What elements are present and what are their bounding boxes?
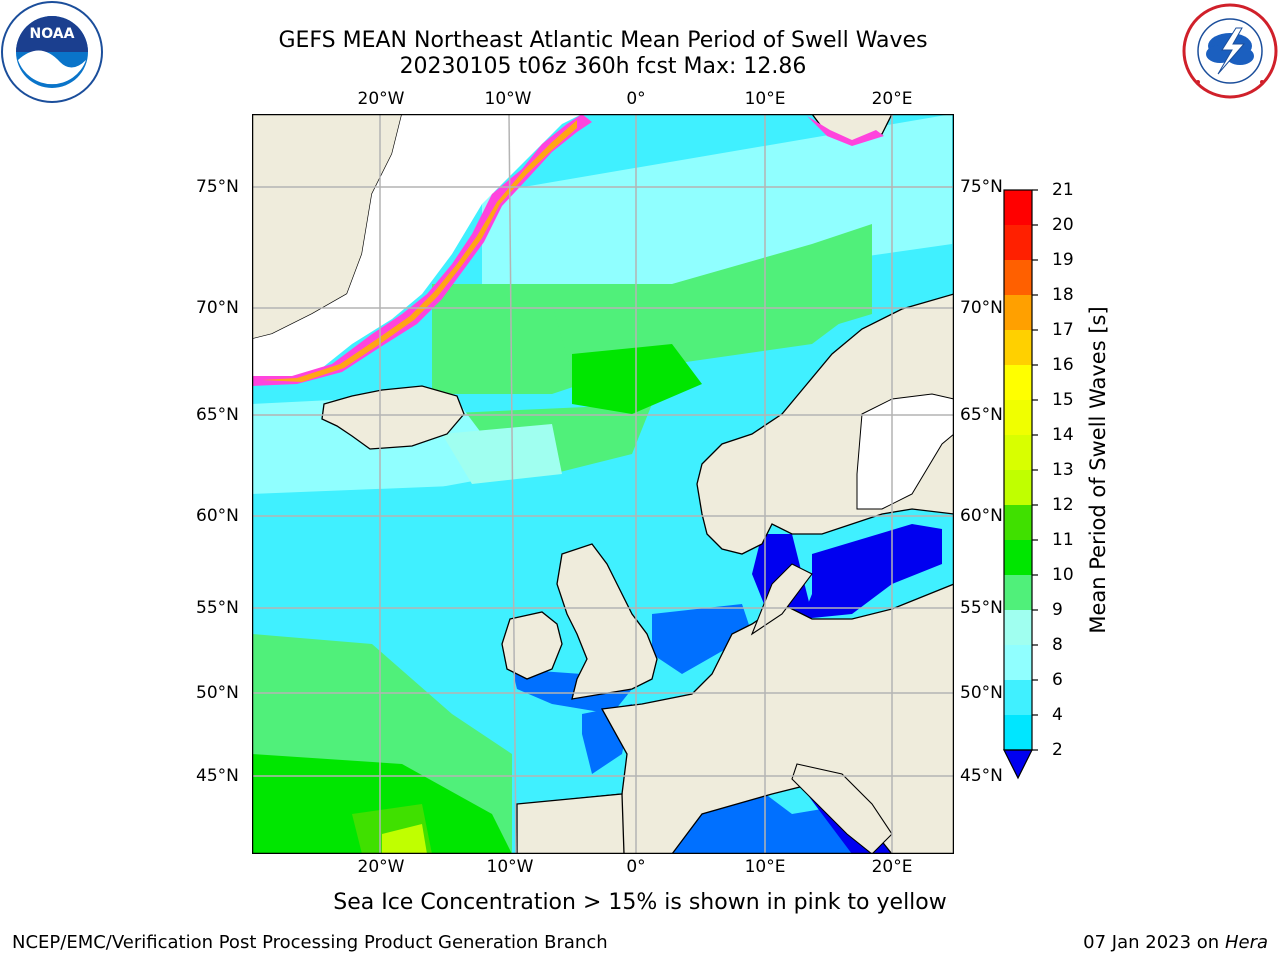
lat-label-right: 70°N <box>960 298 1003 318</box>
lat-label-left: 75°N <box>196 177 239 197</box>
run-date: 07 Jan 2023 on Hera <box>1083 932 1268 953</box>
chart-subtitle: 20230105 t06z 360h fcst Max: 12.86 <box>399 54 807 79</box>
lat-label-right: 75°N <box>960 177 1003 197</box>
lon-label-bottom: 20°E <box>871 857 913 877</box>
map-svg <box>252 114 954 854</box>
run-date-on: on <box>1196 932 1220 953</box>
colorbar-tick-label: 18 <box>1052 285 1074 305</box>
map-frame <box>252 114 954 854</box>
lon-label-top: 20°E <box>871 89 913 109</box>
lat-label-right: 55°N <box>960 598 1003 618</box>
colorbar-tick-label: 8 <box>1052 635 1063 655</box>
lat-label-left: 60°N <box>196 506 239 526</box>
colorbar-under-arrow <box>1003 749 1033 780</box>
ice-region <box>252 114 582 376</box>
colorbar-tick-label: 12 <box>1052 495 1074 515</box>
lon-label-top: 0° <box>626 89 646 109</box>
colorbar-band <box>1004 540 1032 576</box>
colorbar-band <box>1004 225 1032 261</box>
denmark-land <box>750 563 813 636</box>
colorbar-tick-label: 21 <box>1052 180 1074 200</box>
lon-label-bottom: 10°E <box>744 857 786 877</box>
lat-label-right: 60°N <box>960 506 1003 526</box>
colorbar-tick-label: 13 <box>1052 460 1074 480</box>
lon-label-top: 20°W <box>357 89 405 109</box>
noaa-logo: NOAA <box>0 0 104 104</box>
graticule <box>252 114 954 854</box>
colorbar-band <box>1004 715 1032 751</box>
sea-ice-edge <box>252 114 592 386</box>
great-britain-land <box>556 543 658 700</box>
bothnia-ice <box>856 393 954 510</box>
colorbar-band <box>1004 505 1032 541</box>
map-panel <box>252 114 954 854</box>
colorbar-tick-label: 9 <box>1052 600 1063 620</box>
colorbar <box>1000 188 1090 788</box>
colorbar-band <box>1004 435 1032 471</box>
svalbard-ice <box>807 116 884 146</box>
lat-label-left: 55°N <box>196 598 239 618</box>
producer-credit: NCEP/EMC/Verification Post Processing Pr… <box>12 932 608 953</box>
colorbar-tick-label: 16 <box>1052 355 1074 375</box>
run-date-text: 07 Jan 2023 <box>1083 932 1192 953</box>
iceland-land <box>321 385 465 450</box>
colorbar-tick-label: 10 <box>1052 565 1074 585</box>
lat-label-left: 45°N <box>196 766 239 786</box>
lon-label-bottom: 20°W <box>357 857 405 877</box>
iberia-land <box>516 793 625 854</box>
colorbar-band <box>1004 575 1032 611</box>
lon-label-bottom: 10°W <box>486 857 534 877</box>
colorbar-band <box>1004 190 1032 226</box>
colorbar-band <box>1004 330 1032 366</box>
lon-label-top: 10°E <box>744 89 786 109</box>
colorbar-tick-label: 20 <box>1052 215 1074 235</box>
colorbar-tick-label: 19 <box>1052 250 1074 270</box>
colorbar-band <box>1004 400 1032 436</box>
colorbar-tick-label: 11 <box>1052 530 1074 550</box>
colorbar-band <box>1004 260 1032 296</box>
colorbar-svg <box>1003 189 1038 780</box>
italy-land <box>791 763 893 854</box>
lat-label-left: 50°N <box>196 683 239 703</box>
lat-label-right: 65°N <box>960 405 1003 425</box>
lat-label-left: 65°N <box>196 405 239 425</box>
colorbar-tick-label: 6 <box>1052 670 1063 690</box>
colorbar-tick-label: 15 <box>1052 390 1074 410</box>
colorbar-tick-label: 17 <box>1052 320 1074 340</box>
colorbar-tick-label: 14 <box>1052 425 1074 445</box>
colorbar-label: Mean Period of Swell Waves [s] <box>1086 306 1110 634</box>
nws-logo <box>1178 2 1280 100</box>
lon-label-bottom: 0° <box>626 857 646 877</box>
colorbar-tick-label: 2 <box>1052 740 1063 760</box>
colorbar-band <box>1004 645 1032 681</box>
chart-title: GEFS MEAN Northeast Atlantic Mean Period… <box>278 28 928 53</box>
lat-label-left: 70°N <box>196 298 239 318</box>
colorbar-band <box>1004 365 1032 401</box>
colorbar-tick-label: 4 <box>1052 705 1063 725</box>
colorbar-band <box>1004 470 1032 506</box>
noaa-logo-text: NOAA <box>30 26 75 42</box>
lon-label-top: 10°W <box>484 89 532 109</box>
colorbar-band <box>1004 295 1032 331</box>
sea-ice-note: Sea Ice Concentration > 15% is shown in … <box>0 890 1280 915</box>
colorbar-band <box>1004 610 1032 646</box>
lat-label-right: 50°N <box>960 683 1003 703</box>
ireland-land <box>501 611 563 680</box>
sea-ice-note-text: Sea Ice Concentration > 15% is shown in … <box>333 890 947 915</box>
lat-label-right: 45°N <box>960 766 1003 786</box>
host-name: Hera <box>1224 932 1268 953</box>
colorbar-band <box>1004 680 1032 716</box>
